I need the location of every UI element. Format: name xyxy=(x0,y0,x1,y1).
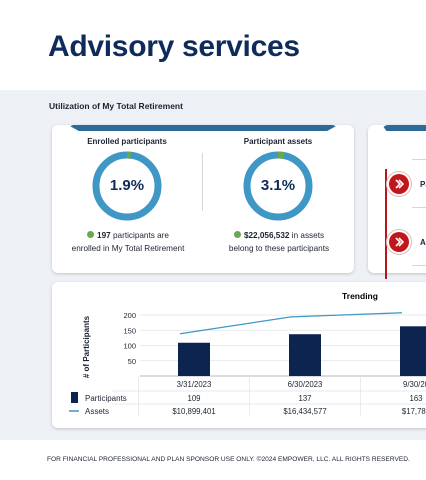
metric-heading: Participant assets xyxy=(243,137,313,146)
timeline-item-label: A xyxy=(420,238,426,247)
metric-footnote: $22,056,532 in assets belong to these pa… xyxy=(211,229,347,255)
timeline-item-label: Pa xyxy=(420,180,426,189)
assets-line xyxy=(179,312,403,335)
timeline-rule xyxy=(412,159,426,160)
trending-card: Trending # of Participants 50 100 150 200 3… xyxy=(52,282,426,428)
y-axis-label: # of Participants xyxy=(82,315,91,378)
enrolled-participants-metric: Enrolled participants 1.9% 197 participa… xyxy=(52,125,202,273)
enrolled-desc-2: enrolled in My Total Retirement xyxy=(71,244,185,253)
y-tick-label: 100 xyxy=(123,342,136,351)
utilization-card: Enrolled participants 1.9% 197 participa… xyxy=(52,125,354,273)
participants-value: 109 xyxy=(187,394,200,403)
participants-bar xyxy=(289,334,321,376)
timeline-rule xyxy=(412,265,426,266)
participants-value: 163 xyxy=(409,394,422,403)
timeline-rule xyxy=(412,207,426,208)
assets-legend-label: Assets xyxy=(85,407,109,416)
card-header-band xyxy=(68,125,338,131)
participants-legend-label: Participants xyxy=(85,394,127,403)
assets-value: $16,434,577 xyxy=(283,407,326,416)
chevron-right-icon xyxy=(389,232,409,252)
participants-bar xyxy=(178,342,210,376)
y-tick-label: 200 xyxy=(123,311,136,320)
participant-assets-metric: Participant assets 3.1% $22,056,532 in a… xyxy=(203,125,353,273)
participants-value: 137 xyxy=(298,394,311,403)
green-dot-icon xyxy=(233,231,241,238)
assets-desc-1: in assets xyxy=(291,231,325,240)
footer-disclaimer: FOR FINANCIAL PROFESSIONAL AND PLAN SPON… xyxy=(47,456,410,463)
green-dot-icon xyxy=(87,231,95,238)
assets-amount: $22,056,532 xyxy=(243,231,290,240)
x-tick-label: 6/30/2023 xyxy=(288,380,323,389)
enrolled-ring-gauge xyxy=(92,151,162,221)
participants-bar xyxy=(400,326,426,376)
assets-ring-gauge xyxy=(243,151,313,221)
page-title: Advisory services xyxy=(48,30,300,63)
x-tick-label: 9/30/20 xyxy=(403,380,426,389)
enrolled-percent: 1.9% xyxy=(109,177,145,194)
trending-chart: Trending # of Participants 50 100 150 200 3… xyxy=(69,291,426,416)
assets-value: $10,899,401 xyxy=(172,407,215,416)
y-tick-label: 150 xyxy=(123,326,136,335)
metric-footnote: 197 participants are enrolled in My Tota… xyxy=(60,229,196,255)
participants-legend-swatch xyxy=(71,392,78,403)
section-title: Utilization of My Total Retirement xyxy=(49,101,183,111)
timeline-card: Pa A xyxy=(368,125,426,279)
timeline-line xyxy=(385,169,387,279)
metric-heading: Enrolled participants xyxy=(87,137,167,146)
assets-percent: 3.1% xyxy=(260,177,296,194)
chevron-right-icon xyxy=(389,174,409,194)
assets-desc-2: belong to these participants xyxy=(228,244,330,253)
card-header-band xyxy=(382,125,426,131)
chart-title: Trending xyxy=(342,291,378,301)
x-tick-label: 3/31/2023 xyxy=(177,380,212,389)
enrolled-desc-1: participants are xyxy=(112,231,169,240)
enrolled-count: 197 xyxy=(97,231,111,240)
y-tick-label: 50 xyxy=(128,357,136,366)
divider xyxy=(202,153,203,211)
assets-value: $17,782 xyxy=(402,407,426,416)
